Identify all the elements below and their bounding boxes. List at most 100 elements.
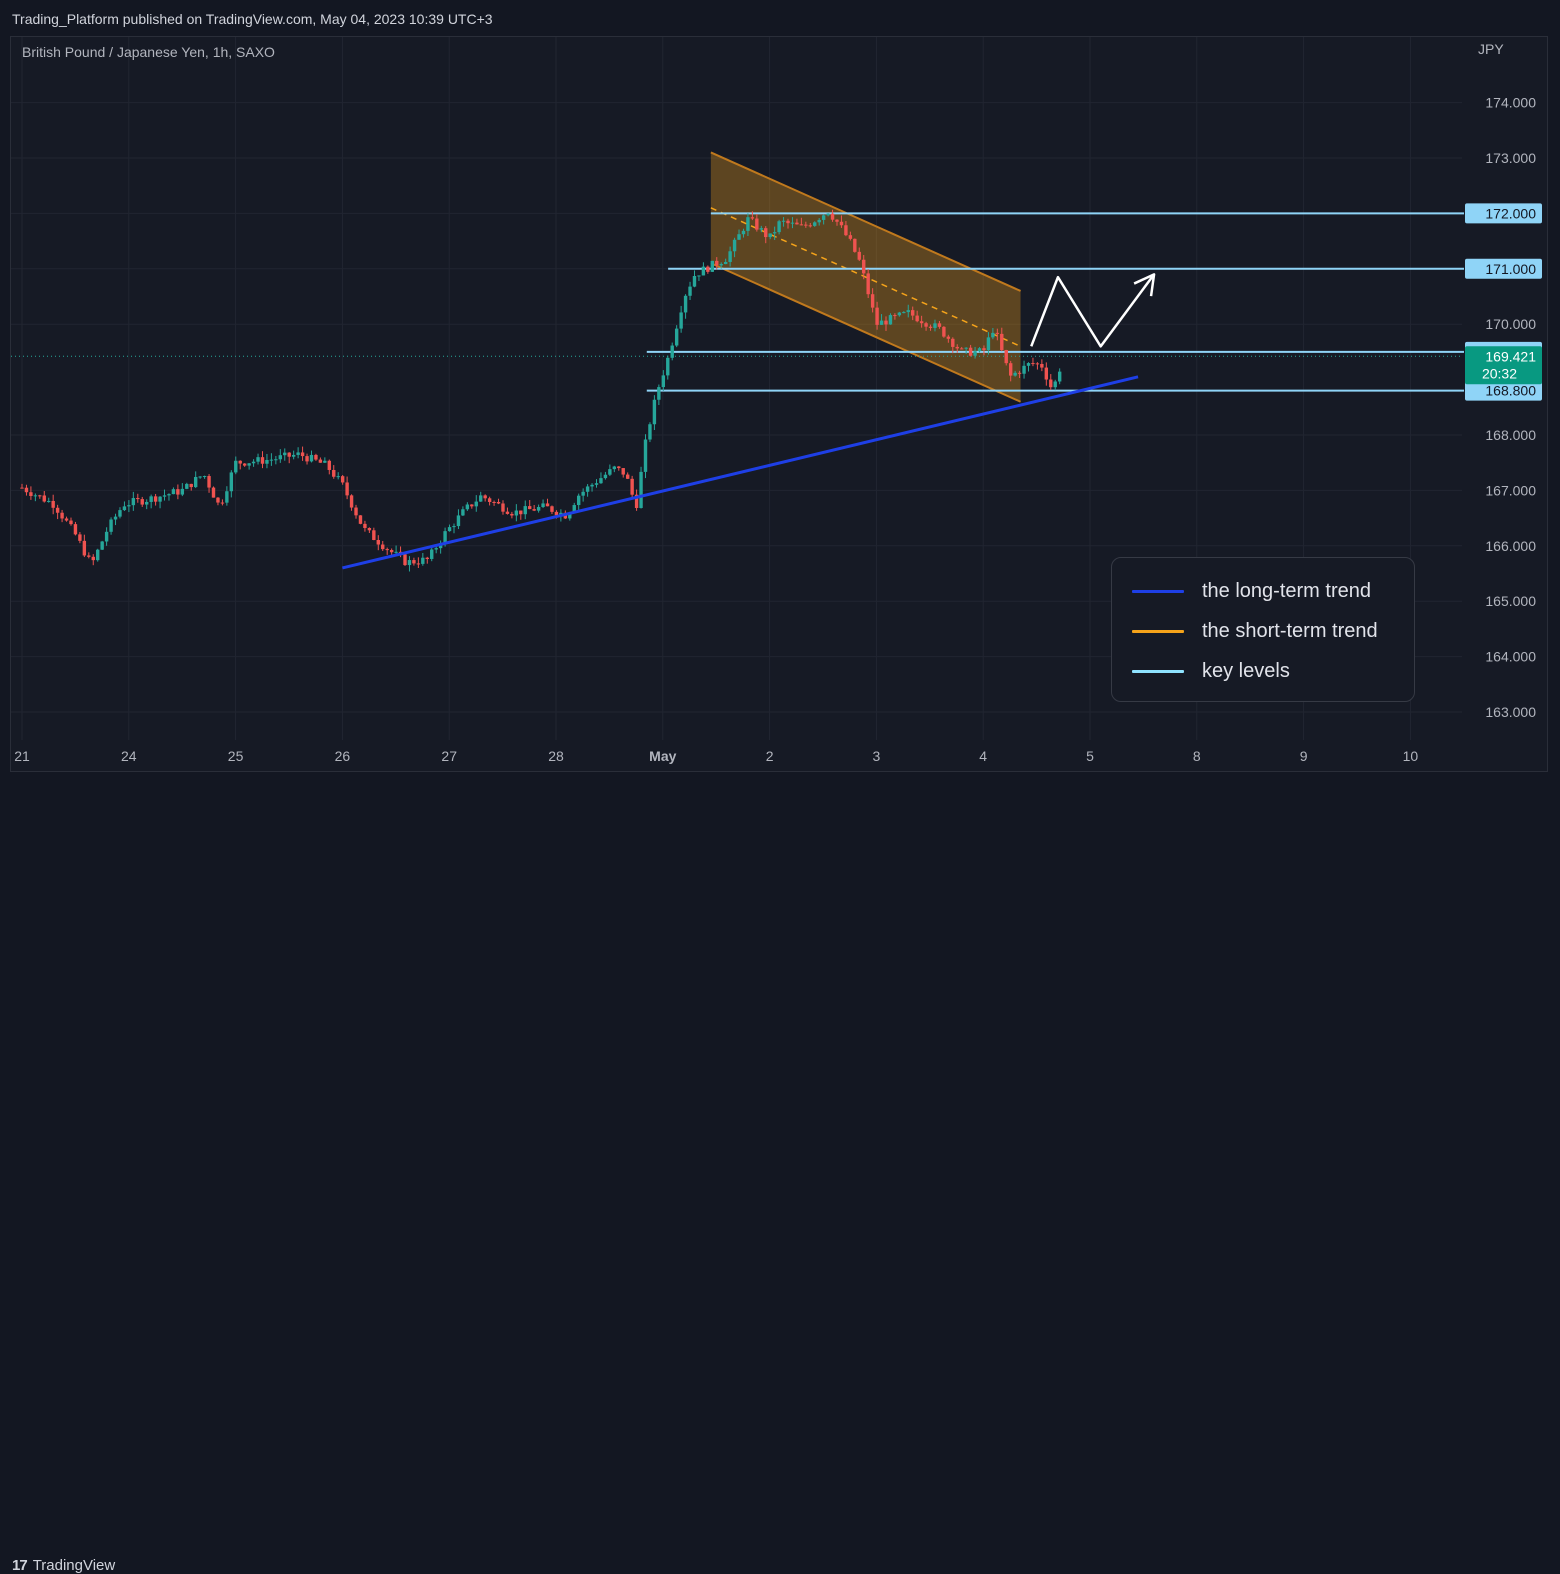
- candle-body: [728, 251, 732, 262]
- x-tick-label: 27: [441, 748, 457, 764]
- candle-body: [536, 507, 541, 511]
- candle-body: [64, 518, 69, 521]
- candle-body: [314, 454, 318, 460]
- candle-body: [274, 459, 278, 461]
- candle-body: [902, 312, 906, 314]
- candle-body: [470, 504, 474, 507]
- x-tick-label: 28: [548, 748, 564, 764]
- candle-body: [318, 459, 323, 463]
- candle-body: [327, 460, 331, 470]
- candle-body: [412, 560, 416, 564]
- candle-body: [1053, 381, 1057, 388]
- candle-body: [888, 315, 893, 325]
- candle-body: [942, 326, 946, 337]
- y-tick-label: 170.000: [1485, 316, 1536, 332]
- candle-body: [915, 315, 919, 322]
- candle-body: [149, 496, 153, 502]
- candle-body: [1031, 363, 1035, 365]
- candle-body: [844, 225, 848, 236]
- candle-body: [189, 483, 193, 488]
- legend-label: the long-term trend: [1202, 580, 1371, 602]
- candle-body: [755, 218, 759, 230]
- candle-body: [617, 466, 621, 469]
- price-chart[interactable]: 174.000 173.000 172.000 171.000 170.000 168.0…: [0, 0, 1560, 814]
- candle-body: [545, 503, 550, 507]
- candle-body: [839, 221, 844, 226]
- candle-body: [982, 348, 986, 351]
- x-tick-label: May: [649, 748, 676, 764]
- x-tick-label: 21: [14, 748, 30, 764]
- candle-body: [750, 217, 755, 219]
- candle-body: [403, 554, 407, 566]
- candle-body: [367, 528, 372, 531]
- candle-body: [946, 336, 951, 339]
- candle-body: [96, 549, 100, 561]
- candle-body: [679, 312, 683, 329]
- candle-body: [501, 503, 505, 512]
- key-level-price-label: [1465, 203, 1542, 224]
- candle-body: [1000, 333, 1004, 350]
- candle-body: [781, 220, 786, 222]
- candle-body: [986, 337, 991, 351]
- candle-body: [585, 486, 590, 492]
- x-tick-label: 24: [121, 748, 137, 764]
- channel-lower-line: [710, 262, 1021, 403]
- candle-body: [421, 557, 425, 564]
- candle-body: [425, 557, 429, 559]
- candle-body: [866, 273, 870, 295]
- legend-label: key levels: [1202, 660, 1290, 682]
- y-tick-label: 164.000: [1485, 649, 1536, 665]
- candle-body: [376, 539, 380, 545]
- y-tick-label: 174.000: [1485, 95, 1536, 111]
- candle-body: [60, 512, 64, 519]
- candle-body: [358, 515, 363, 524]
- candle-body: [764, 228, 768, 238]
- candle-body: [323, 460, 327, 463]
- candle-body: [1022, 365, 1026, 374]
- x-tick-label: 8: [1193, 748, 1201, 764]
- x-tick-label: 10: [1403, 748, 1419, 764]
- candle-body: [131, 498, 136, 506]
- candle-body: [875, 307, 879, 325]
- candle-body: [385, 549, 389, 551]
- candle-body: [104, 531, 109, 542]
- candle-body: [144, 501, 149, 505]
- candle-body: [683, 295, 688, 313]
- candle-body: [911, 310, 915, 316]
- candle-body: [416, 563, 421, 565]
- candle-body: [434, 548, 438, 550]
- candle-body: [153, 496, 158, 502]
- tradingview-logo[interactable]: 17 TradingView: [12, 1557, 115, 1574]
- y-tick-label: 173.000: [1485, 150, 1536, 166]
- candle-body: [461, 509, 465, 516]
- legend-box: the long-term trend the short-term trend…: [1111, 557, 1415, 702]
- candle-body: [140, 499, 144, 505]
- candle-body: [38, 495, 42, 497]
- candle-body: [100, 541, 104, 550]
- candle-body: [862, 259, 866, 274]
- candle-body: [354, 507, 358, 516]
- candle-body: [884, 320, 888, 325]
- candle-body: [710, 260, 715, 272]
- candle-body: [33, 495, 38, 497]
- candle-body: [853, 238, 857, 252]
- candle-body: [964, 347, 968, 349]
- candle-body: [924, 323, 928, 327]
- candle-body: [741, 230, 746, 235]
- y-tick-label: 166.000: [1485, 538, 1536, 554]
- candle-body: [162, 495, 167, 497]
- legend-item-short-term: the short-term trend: [1132, 620, 1378, 643]
- candle-body: [452, 526, 456, 528]
- candle-body: [278, 455, 283, 460]
- projection-path: [1030, 273, 1156, 348]
- candle-body: [576, 495, 581, 506]
- candle-body: [1035, 363, 1040, 365]
- candle-body: [430, 549, 434, 559]
- candle-body: [893, 315, 897, 317]
- candle-body: [968, 347, 973, 356]
- candle-body: [242, 463, 247, 466]
- candle-body: [479, 495, 483, 502]
- candle-body: [381, 544, 385, 550]
- candle-body: [211, 487, 216, 498]
- y-tick-label: 163.000: [1485, 704, 1536, 720]
